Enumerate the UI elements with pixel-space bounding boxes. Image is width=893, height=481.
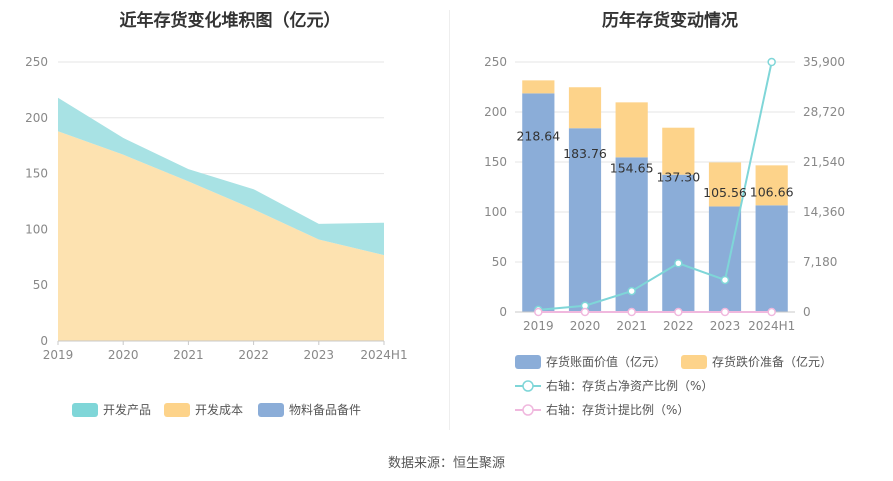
right-legend-swatch — [681, 355, 707, 369]
right-bar-1 — [708, 162, 742, 207]
right-legend-label: 右轴：存货占净资产比例（%） — [546, 378, 713, 393]
right-bar-1 — [522, 80, 555, 94]
right-y-tick-label: 150 — [484, 155, 507, 169]
right-x-tick-label: 2019 — [523, 319, 554, 333]
left-legend-swatch — [72, 403, 98, 417]
right-line-point — [534, 307, 543, 317]
right-line-point — [767, 307, 776, 317]
left-legend-swatch — [258, 403, 284, 417]
right-y2-tick-label: 28,720 — [803, 105, 845, 119]
left-x-tick-label: 2022 — [238, 348, 269, 362]
left-y-tick-label: 250 — [25, 55, 48, 69]
right-bar-data-label: 218.64 — [516, 129, 560, 144]
right-line-point — [627, 307, 636, 317]
right-line-point — [674, 259, 683, 268]
left-legend-swatch — [164, 403, 190, 417]
right-line-point — [627, 286, 636, 296]
right-legend-label: 存货跌价准备（亿元） — [712, 354, 832, 369]
left-x-tick-label: 2019 — [43, 348, 74, 362]
left-legend-label: 物料备品备件 — [289, 403, 361, 417]
right-legend-label: 存货账面价值（亿元） — [546, 354, 666, 369]
right-x-tick-label: 2024H1 — [748, 319, 795, 333]
left-x-tick-label: 2021 — [173, 348, 204, 362]
left-y-tick-label: 200 — [25, 111, 48, 125]
right-bar-1 — [615, 102, 648, 158]
right-bar-data-label: 137.30 — [656, 169, 700, 184]
right-y2-tick-label: 21,540 — [803, 155, 845, 169]
right-bar-data-label: 154.65 — [610, 161, 654, 176]
right-bar-1 — [568, 87, 602, 129]
right-bar-0 — [662, 174, 695, 312]
left-y-tick-label: 150 — [25, 167, 48, 181]
left-x-tick-label: 2020 — [108, 348, 139, 362]
left-x-tick-label: 2024H1 — [360, 348, 407, 362]
right-x-tick-label: 2020 — [570, 319, 601, 333]
left-y-tick-label: 100 — [25, 222, 48, 236]
right-bar-0 — [755, 205, 788, 312]
right-bar-data-label: 183.76 — [563, 146, 607, 161]
right-chart: 0 0 50 7,180 100 14,360 150 21,540 200 28,720 250 3… — [484, 55, 845, 417]
right-line-point — [580, 307, 590, 317]
right-bar-1 — [662, 127, 695, 175]
right-bar-0 — [568, 128, 602, 312]
right-bar-1 — [755, 165, 788, 206]
right-legend-marker — [522, 404, 534, 416]
right-x-tick-label: 2023 — [710, 319, 741, 333]
right-bar-data-label: 105.56 — [703, 185, 747, 200]
right-line-point — [674, 307, 683, 317]
right-y2-tick-label: 0 — [803, 305, 811, 319]
left-x-tick-label: 2023 — [304, 348, 335, 362]
right-y-tick-label: 200 — [484, 105, 507, 119]
right-y-tick-label: 50 — [492, 255, 507, 269]
right-y2-tick-label: 35,900 — [803, 55, 845, 69]
left-y-tick-label: 50 — [33, 278, 48, 292]
right-line-series-0 — [538, 61, 773, 311]
right-y-tick-label: 0 — [499, 305, 507, 319]
left-legend-label: 开发成本 — [195, 402, 243, 417]
right-chart-title: 历年存货变动情况 — [602, 11, 738, 31]
right-y2-tick-label: 14,360 — [803, 205, 845, 219]
right-legend-marker — [522, 380, 534, 392]
right-bar-0 — [708, 206, 742, 312]
left-area-series-1 — [58, 97, 384, 256]
panel-divider — [449, 10, 450, 430]
right-line-point — [720, 275, 730, 285]
right-line-point — [767, 57, 776, 67]
right-legend-label: 右轴：存货计提比例（%） — [546, 402, 689, 417]
right-x-tick-label: 2022 — [663, 319, 694, 333]
data-source: 数据来源：恒生聚源 — [387, 456, 505, 471]
left-area-series-0 — [58, 131, 384, 341]
right-y2-tick-label: 7,180 — [803, 255, 837, 269]
right-bar-0 — [522, 93, 555, 312]
right-bar-data-label: 106.66 — [750, 185, 794, 200]
right-y-tick-label: 250 — [484, 55, 507, 69]
right-y-tick-label: 100 — [484, 205, 507, 219]
right-x-tick-label: 2021 — [616, 319, 647, 333]
left-chart: 0 50 100 150 200 250 2019 2020 2021 2022 2023 2024H… — [25, 55, 408, 417]
right-line-point — [720, 307, 730, 317]
left-y-tick-label: 0 — [40, 334, 48, 348]
right-bar-0 — [615, 157, 648, 312]
left-chart-title: 近年存货变化堆积图（亿元） — [119, 11, 341, 31]
left-legend-label: 开发产品 — [103, 402, 151, 417]
right-legend-swatch — [515, 355, 541, 369]
